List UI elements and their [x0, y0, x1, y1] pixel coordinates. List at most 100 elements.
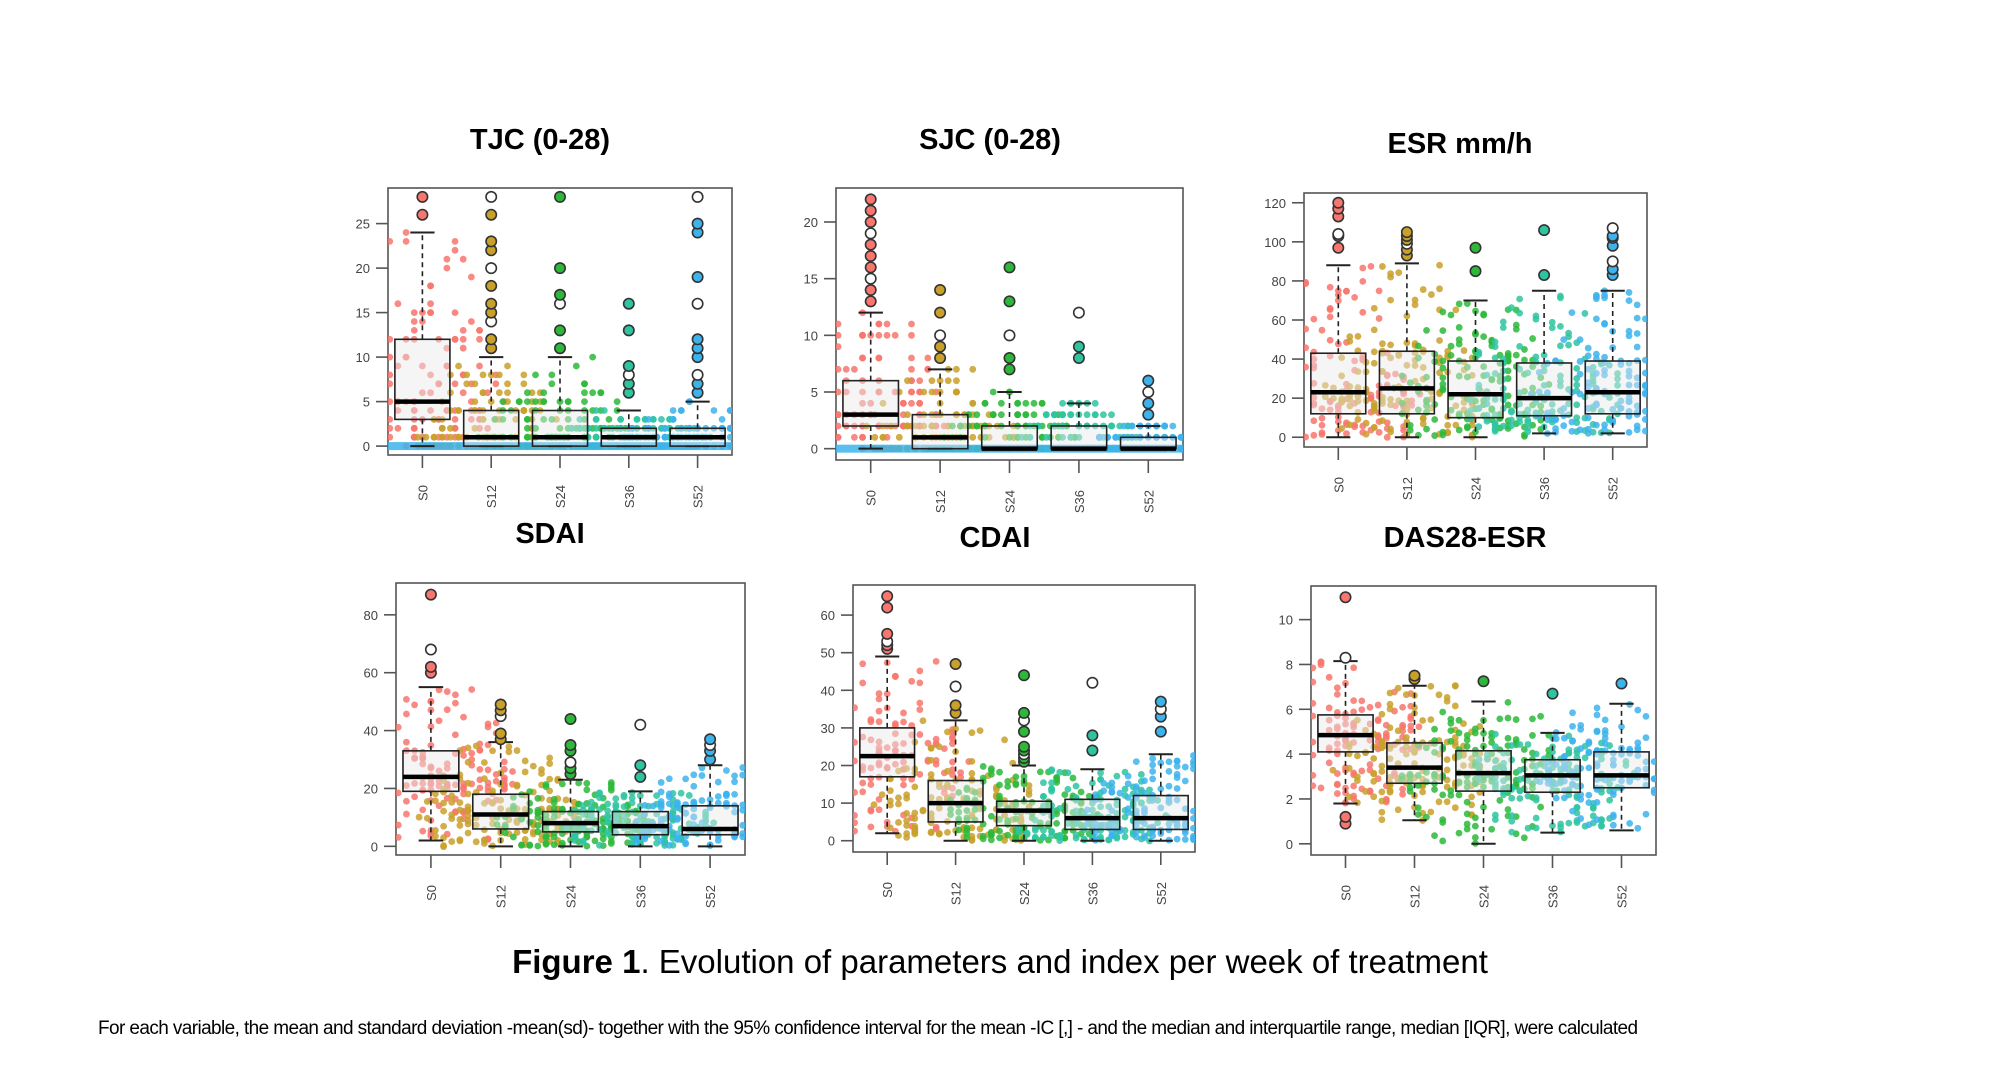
data-point: [1325, 726, 1333, 734]
data-point: [1004, 777, 1012, 785]
data-point: [581, 389, 588, 397]
data-point: [1535, 388, 1543, 396]
data-point: [459, 335, 467, 343]
data-point: [456, 806, 464, 814]
data-point: [427, 371, 434, 379]
data-point: [1318, 414, 1326, 422]
data-point: [448, 798, 456, 806]
data-point: [612, 812, 620, 820]
data-point: [526, 842, 534, 849]
data-point: [1330, 384, 1337, 392]
data-point: [735, 443, 742, 450]
data-point: [1202, 445, 1209, 452]
data-point: [1173, 774, 1181, 781]
data-point: [1025, 787, 1033, 795]
data-point: [1411, 301, 1419, 309]
outlier-point: [864, 295, 877, 308]
data-point: [1520, 746, 1528, 753]
data-point: [1552, 794, 1560, 802]
data-point: [540, 416, 548, 423]
data-point: [1480, 333, 1488, 341]
data-point: [1059, 411, 1066, 419]
data-point: [969, 399, 977, 407]
data-point: [949, 735, 956, 743]
data-point: [1521, 356, 1528, 364]
data-point: [402, 229, 410, 236]
outlier-point: [1339, 651, 1352, 664]
data-point: [1311, 664, 1317, 672]
data-point: [451, 335, 459, 343]
data-point: [1532, 398, 1540, 406]
box-s24: [531, 190, 589, 448]
data-point: [1535, 369, 1543, 376]
iqr-box: [1447, 360, 1504, 419]
data-point: [916, 706, 924, 714]
data-point: [1181, 805, 1189, 813]
outlier-point: [622, 360, 635, 373]
data-point: [1667, 745, 1674, 752]
data-point: [748, 815, 755, 822]
box-s24: [541, 713, 600, 848]
data-point: [1411, 362, 1419, 370]
data-point: [748, 798, 755, 805]
data-point: [1508, 407, 1515, 415]
data-point: [1181, 821, 1189, 829]
data-point: [1351, 293, 1359, 301]
data-point: [1443, 798, 1451, 806]
data-point: [674, 835, 681, 843]
box-s36: [1524, 687, 1581, 834]
data-point: [504, 389, 511, 397]
data-point: [1301, 786, 1308, 793]
data-point: [794, 411, 801, 418]
data-point: [1622, 757, 1630, 765]
data-point: [1683, 395, 1690, 402]
data-point: [1447, 406, 1455, 414]
y-tick-label: 50: [821, 646, 835, 661]
data-point: [1524, 428, 1532, 436]
data-point: [487, 398, 495, 405]
data-point: [387, 755, 394, 762]
outlier-point: [1339, 810, 1352, 823]
data-point: [875, 747, 883, 755]
data-point: [1585, 749, 1593, 757]
data-point: [1475, 381, 1483, 389]
data-point: [1186, 434, 1193, 441]
data-point: [641, 810, 649, 818]
data-point: [971, 788, 979, 796]
data-point: [476, 335, 483, 343]
data-point: [908, 320, 915, 328]
data-point: [1427, 808, 1435, 816]
data-point: [1386, 788, 1394, 796]
data-point: [587, 811, 595, 819]
box-s12: [462, 190, 520, 448]
data-point: [1414, 354, 1422, 362]
data-point: [1488, 406, 1496, 414]
data-point: [493, 821, 501, 829]
data-point: [1452, 421, 1460, 429]
outlier-point: [424, 643, 437, 656]
data-point: [653, 792, 661, 800]
data-point: [895, 433, 903, 441]
data-point: [1633, 314, 1641, 322]
data-point: [1210, 445, 1217, 452]
data-point: [1584, 365, 1592, 373]
data-point: [1532, 762, 1540, 770]
data-point: [1463, 363, 1471, 371]
data-point: [387, 810, 394, 817]
data-point: [1614, 370, 1621, 377]
outlier-point: [704, 733, 717, 746]
data-point: [1186, 445, 1193, 452]
data-point: [1351, 357, 1359, 365]
data-point: [1218, 445, 1225, 452]
data-point: [1269, 748, 1276, 755]
data-point: [451, 238, 459, 245]
data-point: [1186, 445, 1193, 452]
data-point: [1439, 819, 1447, 826]
data-point: [410, 327, 418, 334]
data-point: [1577, 725, 1585, 733]
data-point: [1692, 778, 1699, 785]
data-point: [1154, 819, 1162, 827]
data-point: [1157, 804, 1165, 812]
outlier-point: [864, 261, 877, 274]
